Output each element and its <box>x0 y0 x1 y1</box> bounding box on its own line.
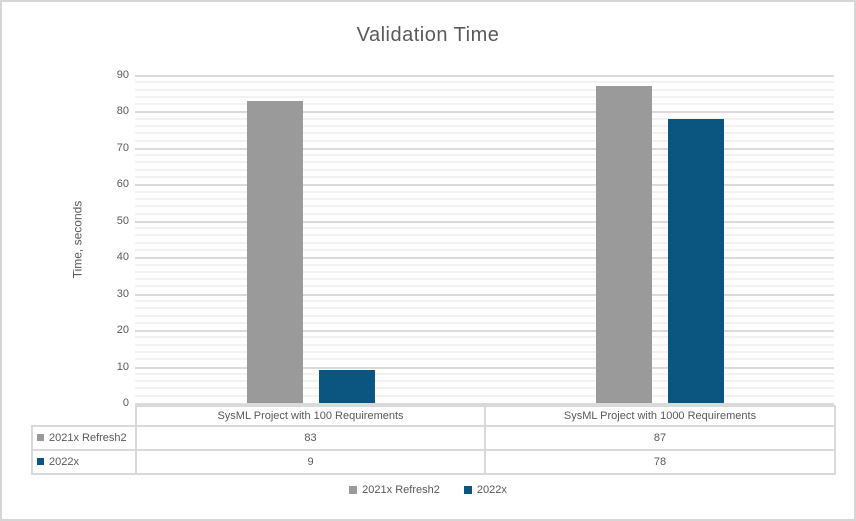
legend-item-2022x: 2022x <box>463 484 507 496</box>
minor-gridline <box>135 350 834 353</box>
minor-gridline <box>135 336 834 339</box>
y-tick-label-0: 0 <box>122 397 129 409</box>
table-row-2021x-refresh2: 2021x Refresh2 83 87 <box>31 425 836 451</box>
table-row-2022x: 2022x 9 78 <box>31 449 836 475</box>
legend-swatch-icon <box>463 486 472 494</box>
plot-area <box>135 75 834 405</box>
minor-gridline <box>135 125 834 128</box>
minor-gridline <box>135 154 834 157</box>
major-gridline <box>135 257 834 260</box>
table-category-header-2: SysML Project with 1000 Requirements <box>484 405 836 427</box>
major-gridline <box>135 220 834 223</box>
y-tick-label-90: 90 <box>116 69 129 81</box>
table-value-2021x-refresh2-category-2: 87 <box>484 425 836 451</box>
minor-gridline <box>135 139 834 142</box>
y-tick-label-30: 30 <box>116 287 129 300</box>
y-tick-label-40: 40 <box>116 251 129 264</box>
legend-swatch-icon <box>349 486 358 494</box>
minor-gridline <box>135 241 834 244</box>
legend: 2021x Refresh2 2022x <box>2 484 854 496</box>
series-swatch-icon <box>37 457 44 465</box>
minor-gridline <box>135 205 834 208</box>
table-corner-cell <box>32 406 136 426</box>
minor-gridline <box>135 278 834 281</box>
minor-gridline <box>135 176 834 179</box>
minor-gridline <box>135 314 834 317</box>
minor-gridline <box>135 234 834 237</box>
minor-gridline <box>135 95 834 98</box>
major-gridline <box>135 366 834 369</box>
legend-item-2021x-refresh2: 2021x Refresh2 <box>349 484 440 496</box>
minor-gridline <box>135 161 834 164</box>
y-tick-label-50: 50 <box>116 214 129 227</box>
minor-gridline <box>135 270 834 273</box>
minor-gridline <box>135 248 834 251</box>
bar-2021x-refresh2-category-2 <box>596 85 653 403</box>
minor-gridline <box>135 321 834 324</box>
minor-gridline <box>135 285 834 288</box>
minor-gridline <box>135 212 834 215</box>
major-gridline <box>135 184 834 187</box>
bar-2021x-refresh2-category-1 <box>246 100 303 403</box>
y-tick-label-20: 20 <box>116 324 129 337</box>
major-gridline <box>135 75 834 77</box>
table-category-header-1: SysML Project with 100 Requirements <box>135 405 486 427</box>
minor-gridline <box>135 358 834 361</box>
legend-label: 2022x <box>476 484 507 496</box>
major-gridline <box>135 111 834 114</box>
minor-gridline <box>135 117 834 120</box>
y-tick-label-70: 70 <box>116 141 129 154</box>
major-gridline <box>135 330 834 333</box>
y-tick-label-60: 60 <box>116 178 129 191</box>
minor-gridline <box>135 132 834 135</box>
minor-gridline <box>135 227 834 230</box>
table-row-label-2022x: 2022x <box>31 449 137 475</box>
data-table: SysML Project with 100 Requirements SysML… <box>31 405 836 475</box>
minor-gridline <box>135 372 834 375</box>
minor-gridline <box>135 307 834 310</box>
minor-gridline <box>135 387 834 390</box>
series-swatch-icon <box>37 433 44 441</box>
minor-gridline <box>135 190 834 193</box>
y-tick-label-10: 10 <box>116 360 129 373</box>
minor-gridline <box>135 88 834 91</box>
table-row-label-2021x-refresh2: 2021x Refresh2 <box>31 425 137 451</box>
legend-label: 2021x Refresh2 <box>362 484 440 496</box>
chart-title: Validation Time <box>356 24 500 46</box>
y-axis-tick-labels: 0 10 20 30 40 50 60 70 80 90 <box>2 69 129 409</box>
minor-gridline <box>135 197 834 200</box>
minor-gridline <box>135 263 834 266</box>
bar-2022x-category-2 <box>668 118 725 403</box>
major-gridline <box>135 293 834 296</box>
table-value-2021x-refresh2-category-1: 83 <box>135 425 486 451</box>
minor-gridline <box>135 168 834 171</box>
table-value-2022x-category-2: 78 <box>484 449 836 475</box>
minor-gridline <box>135 380 834 383</box>
table-header-row: SysML Project with 100 Requirements SysML… <box>32 405 836 427</box>
y-tick-label-80: 80 <box>116 105 129 118</box>
minor-gridline <box>135 394 834 397</box>
minor-gridline <box>135 103 834 106</box>
bar-2022x-category-1 <box>318 370 375 403</box>
table-value-2022x-category-1: 9 <box>135 449 486 475</box>
minor-gridline <box>135 81 834 84</box>
minor-gridline <box>135 343 834 346</box>
major-gridline <box>135 147 834 150</box>
minor-gridline <box>135 299 834 302</box>
